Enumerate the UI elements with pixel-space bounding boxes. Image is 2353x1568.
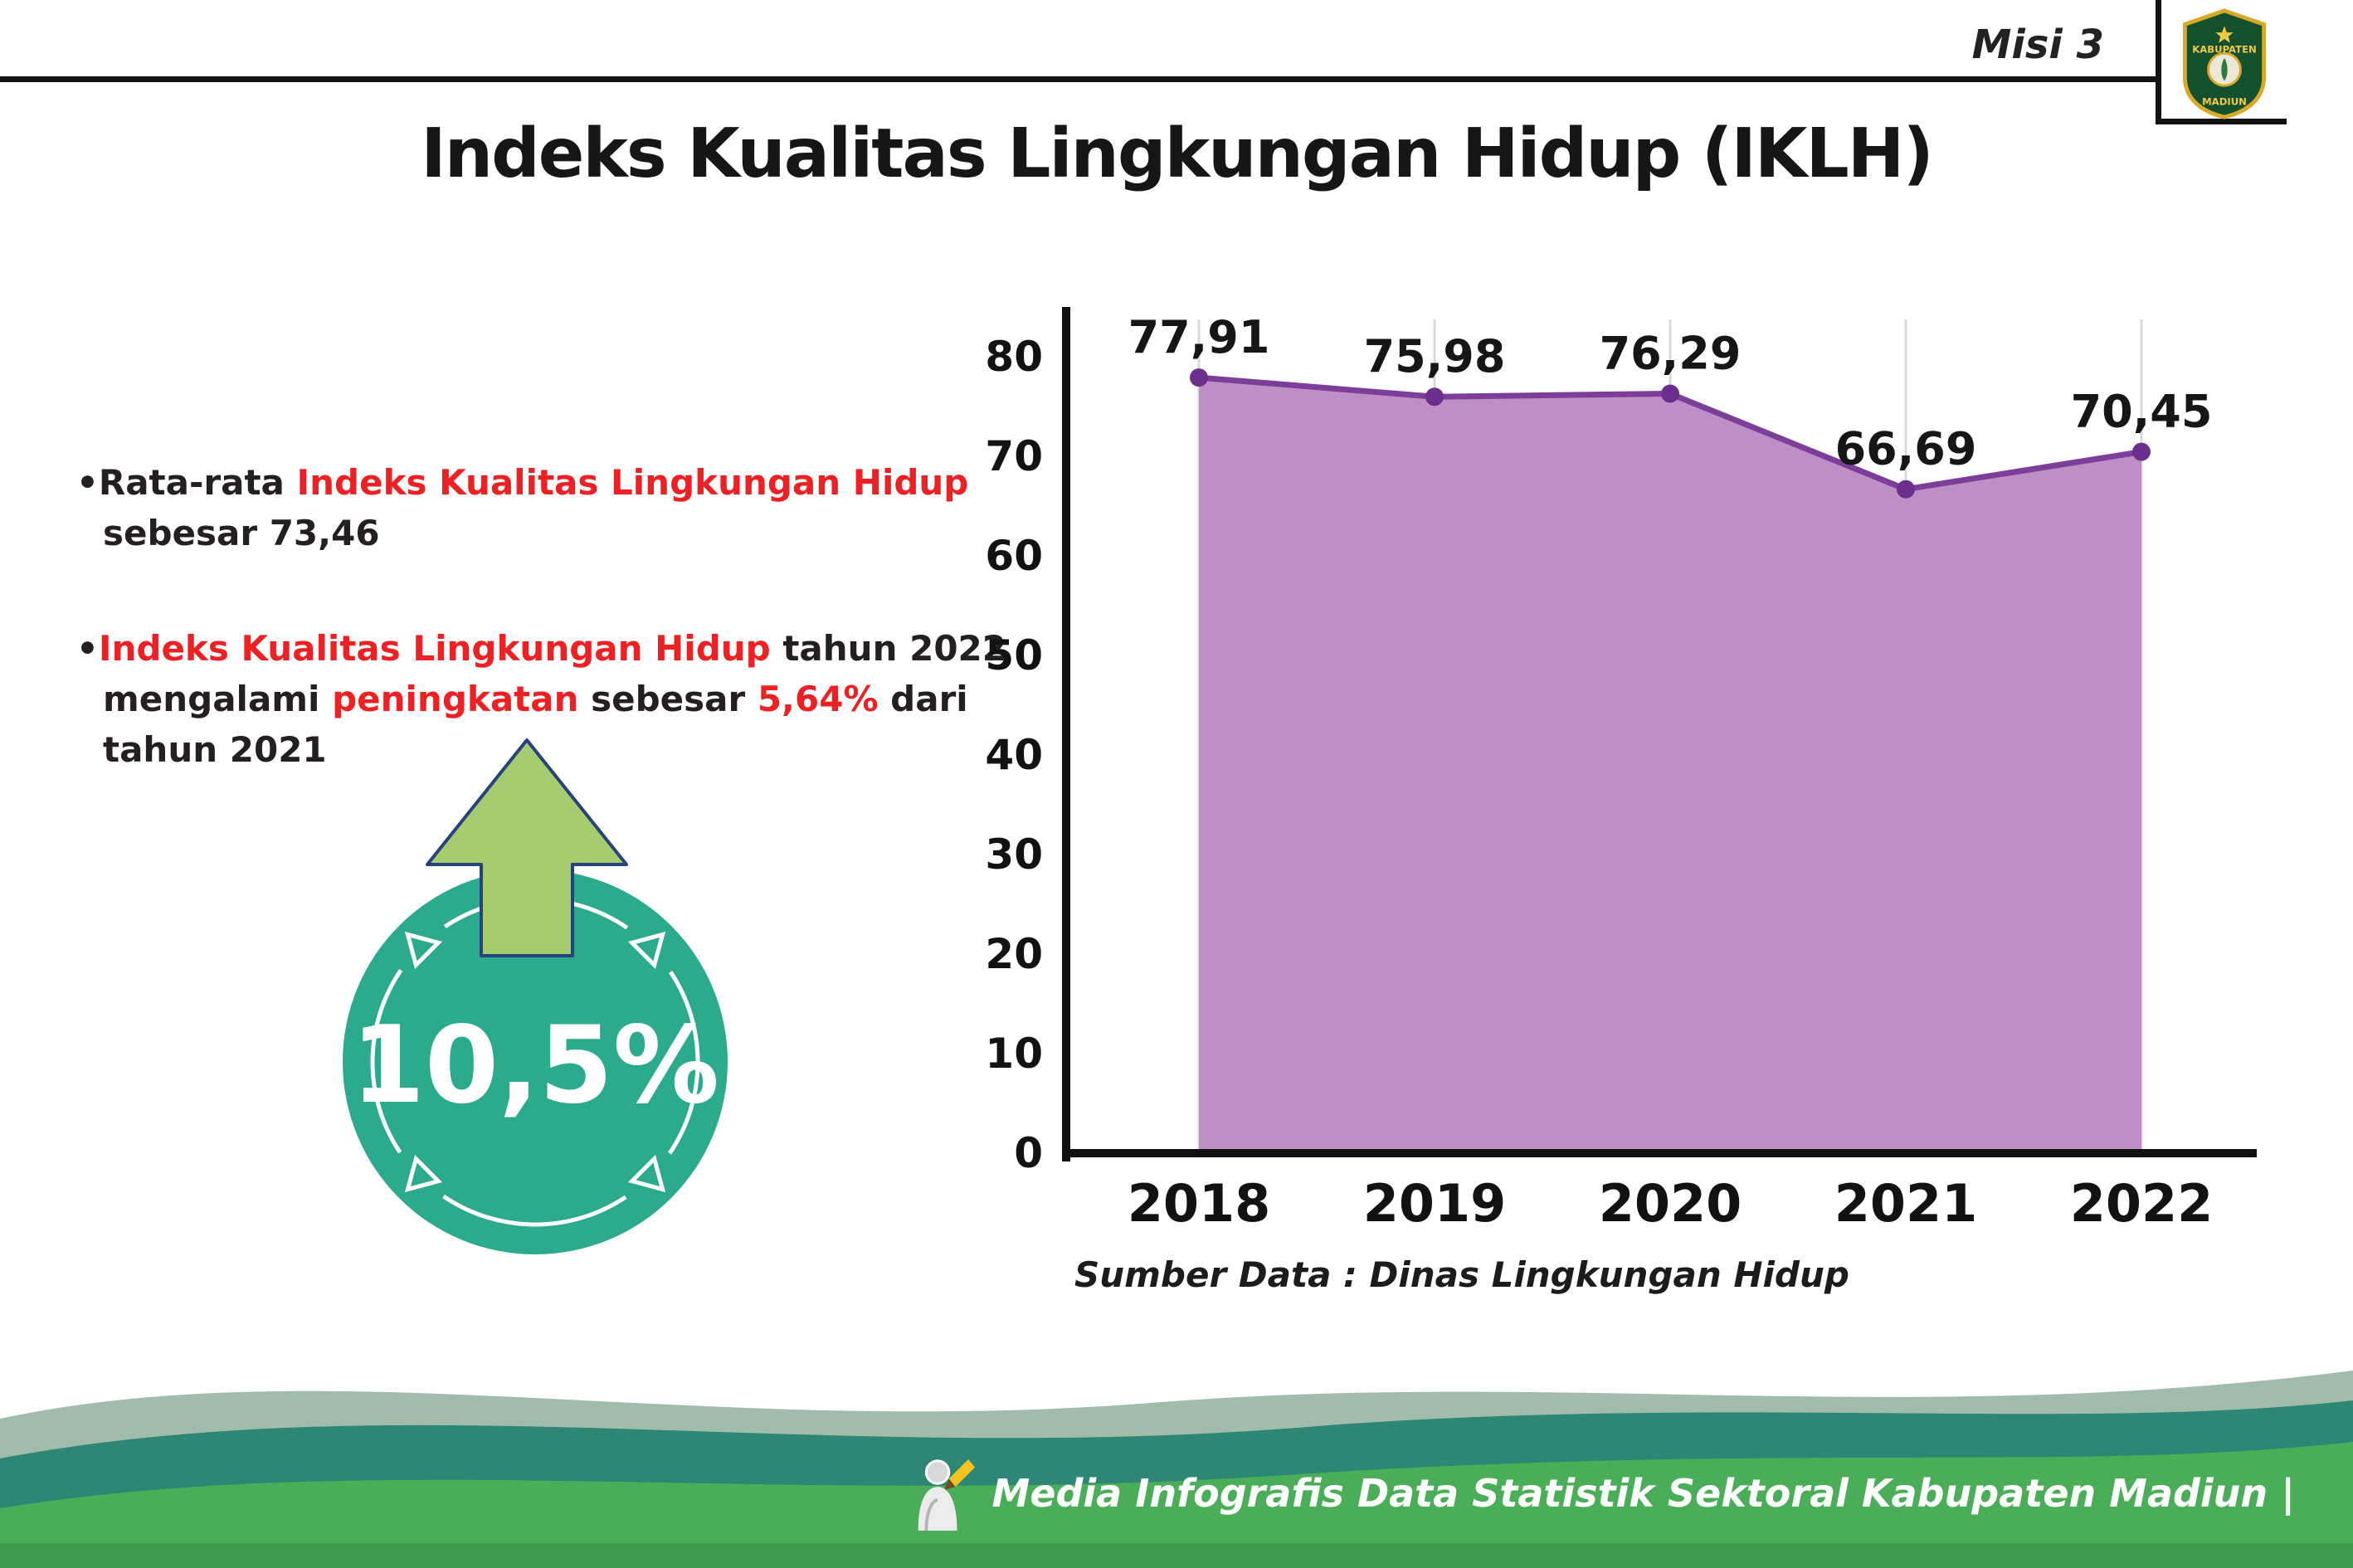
data-point [2132, 442, 2151, 461]
y-tick-label: 70 [985, 432, 1043, 480]
bullet1-highlight: Indeks Kualitas Lingkungan Hidup [296, 462, 969, 503]
badge-tick-icon [404, 931, 443, 970]
footer-caption-text: Media Infografis Data Statistik Sektoral… [991, 1471, 2295, 1516]
value-label: 75,98 [1364, 330, 1506, 382]
y-tick-label: 80 [985, 333, 1043, 381]
badge-circle [343, 869, 728, 1254]
y-tick-label: 50 [985, 631, 1043, 679]
y-tick-label: 0 [1014, 1129, 1043, 1177]
y-tick-label: 30 [985, 830, 1043, 879]
bullet-dot: • [76, 627, 99, 669]
y-tick-label: 40 [985, 731, 1043, 779]
y-tick-label: 10 [985, 1030, 1043, 1078]
value-label: 70,45 [2071, 386, 2213, 438]
misi-label: Misi 3 [1971, 22, 2104, 68]
value-label: 66,69 [1835, 423, 1977, 475]
mascot-icon [918, 1458, 976, 1531]
logo-top-text: KABUPATEN [2192, 43, 2257, 55]
header-rule [0, 76, 2158, 82]
footer-bottom-strip [0, 1543, 2353, 1568]
data-point [1661, 384, 1679, 403]
increase-badge-graphic: 10,5% [343, 738, 728, 1254]
area-fill [1199, 377, 2141, 1153]
footer-wave-green [0, 1442, 2353, 1568]
bullet-dot: • [76, 462, 99, 503]
logo-leaf-icon [2220, 58, 2228, 81]
logo-bottom-text: MADIUN [2202, 96, 2247, 108]
bullet2-text-1: tahun 2022 mengalami [103, 627, 1006, 719]
kabupaten-madiun-logo: KABUPATEN MADIUN [2182, 8, 2266, 119]
bullet2-text-2: sebesar [578, 678, 758, 719]
bullet-increase-2022: •Indeks Kualitas Lingkungan Hidup tahun … [76, 624, 1047, 776]
bullet1-text: Rata-rata [98, 462, 297, 503]
bullet1-value: sebesar 73,46 [103, 512, 380, 553]
badge-value: 10,5% [351, 1004, 719, 1127]
y-tick-label: 20 [985, 930, 1043, 978]
value-label: 76,29 [1600, 328, 1742, 380]
value-label: 77,91 [1128, 311, 1270, 363]
y-axis [1062, 307, 1070, 1161]
page-title: Indeks Kualitas Lingkungan Hidup (IKLH) [421, 114, 1934, 193]
bullet2-text-3: dari tahun 2021 [103, 678, 968, 770]
x-axis [1062, 1149, 2257, 1157]
bullet2-highlight-2: peningkatan [332, 678, 579, 719]
bullet-list: •Rata-rata Indeks Kualitas Lingkungan Hi… [76, 458, 1047, 840]
increase-badge: 10,5% [319, 730, 751, 1265]
bullet2-percent: 5,64% [757, 678, 879, 719]
y-tick-label: 60 [985, 532, 1043, 580]
badge-tick-icon [627, 931, 666, 970]
data-point [1425, 387, 1444, 407]
data-point [1897, 480, 1915, 499]
bullet-average-iklh: •Rata-rata Indeks Kualitas Lingkungan Hi… [76, 458, 1047, 559]
logo-star-icon [2214, 26, 2234, 43]
x-tick-label: 2019 [1363, 1173, 1507, 1234]
up-arrow-icon [426, 738, 628, 957]
data-point [1190, 368, 1208, 387]
badge-tick-icon [627, 1154, 666, 1193]
iklh-area-chart: 0 10 20 30 40 50 60 70 80 2018 2019 2020 2021 2022 77,… [985, 307, 2257, 1234]
footer-waves [0, 1371, 2353, 1568]
logo-frame: KABUPATEN MADIUN [2156, 0, 2287, 124]
x-tick-label: 2021 [1834, 1173, 1978, 1234]
footer-caption: Media Infografis Data Statistik Sektoral… [902, 1448, 2295, 1539]
source-label: Sumber Data : Dinas Lingkungan Hidup [1074, 1254, 1849, 1295]
badge-tick-icon [404, 1154, 443, 1193]
x-tick-label: 2022 [2070, 1173, 2214, 1234]
x-tick-label: 2020 [1599, 1173, 1742, 1234]
x-tick-label: 2018 [1128, 1173, 1271, 1234]
bullet2-highlight-1: Indeks Kualitas Lingkungan Hidup [98, 627, 771, 669]
